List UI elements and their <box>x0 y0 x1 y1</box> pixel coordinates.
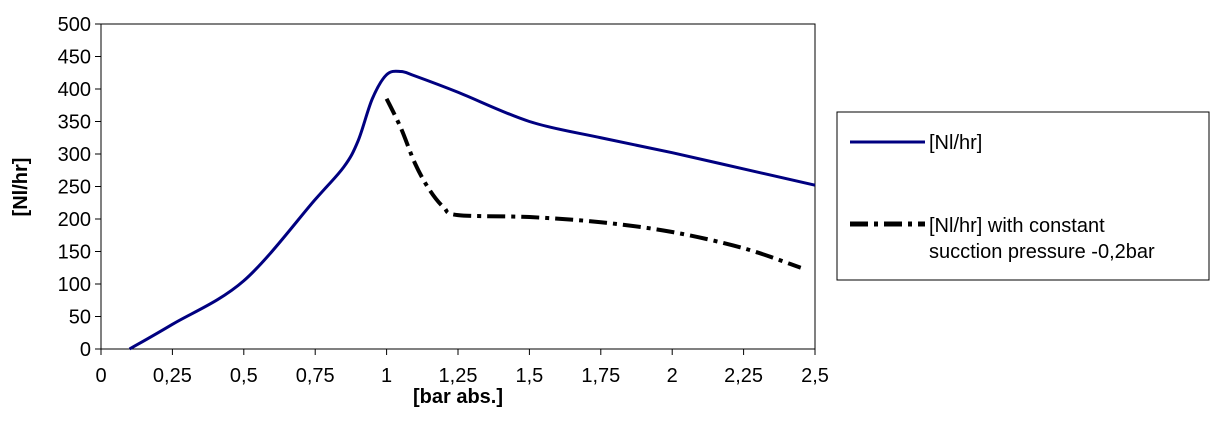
y-axis: 0 50 100 150 200 250 300 350 400 450 500 <box>58 14 101 361</box>
x-tick-label: 2,5 <box>801 365 829 387</box>
y-tick-label: 450 <box>58 47 91 69</box>
y-tick-label: 300 <box>58 144 91 166</box>
x-tick-label: 1,5 <box>515 365 543 387</box>
x-tick-label: 0,25 <box>153 365 192 387</box>
y-tick-label: 250 <box>58 177 91 199</box>
x-tick-label: 1 <box>381 365 392 387</box>
y-tick-label: 150 <box>58 242 91 264</box>
x-tick-label: 2,25 <box>724 365 763 387</box>
x-tick-label: 1,75 <box>581 365 620 387</box>
plot-area <box>100 23 816 350</box>
y-tick-label: 500 <box>58 14 91 36</box>
legend-label-series-0: [Nl/hr] <box>929 132 982 154</box>
y-tick-label: 400 <box>58 79 91 101</box>
y-tick-label: 350 <box>58 112 91 134</box>
x-tick-label: 0,5 <box>230 365 258 387</box>
x-tick-label: 2 <box>667 365 678 387</box>
series-layer <box>128 69 816 351</box>
y-tick-label: 0 <box>80 339 91 361</box>
y-tick-label: 200 <box>58 209 91 231</box>
y-tick-label: 100 <box>58 274 91 296</box>
x-tick-label: 1,25 <box>439 365 478 387</box>
x-tick-label: 0,75 <box>296 365 335 387</box>
legend-label-series-1: [Nl/hr] with constant sucction pressure -… <box>929 215 1155 263</box>
legend-box <box>836 111 1210 281</box>
x-tick-label: 0 <box>95 365 106 387</box>
y-axis-title: [Nl/hr] <box>10 158 32 217</box>
x-axis-title: [bar abs.] <box>413 386 503 408</box>
legend: [Nl/hr] [Nl/hr] with constant sucction pr… <box>836 111 1210 281</box>
series-line-0 <box>128 69 816 351</box>
x-axis: 0 0,25 0,5 0,75 1 1,25 1,5 1,75 2 2,25 2,5 <box>95 349 829 387</box>
series-line-1 <box>384 97 802 270</box>
y-tick-label: 50 <box>69 307 91 329</box>
